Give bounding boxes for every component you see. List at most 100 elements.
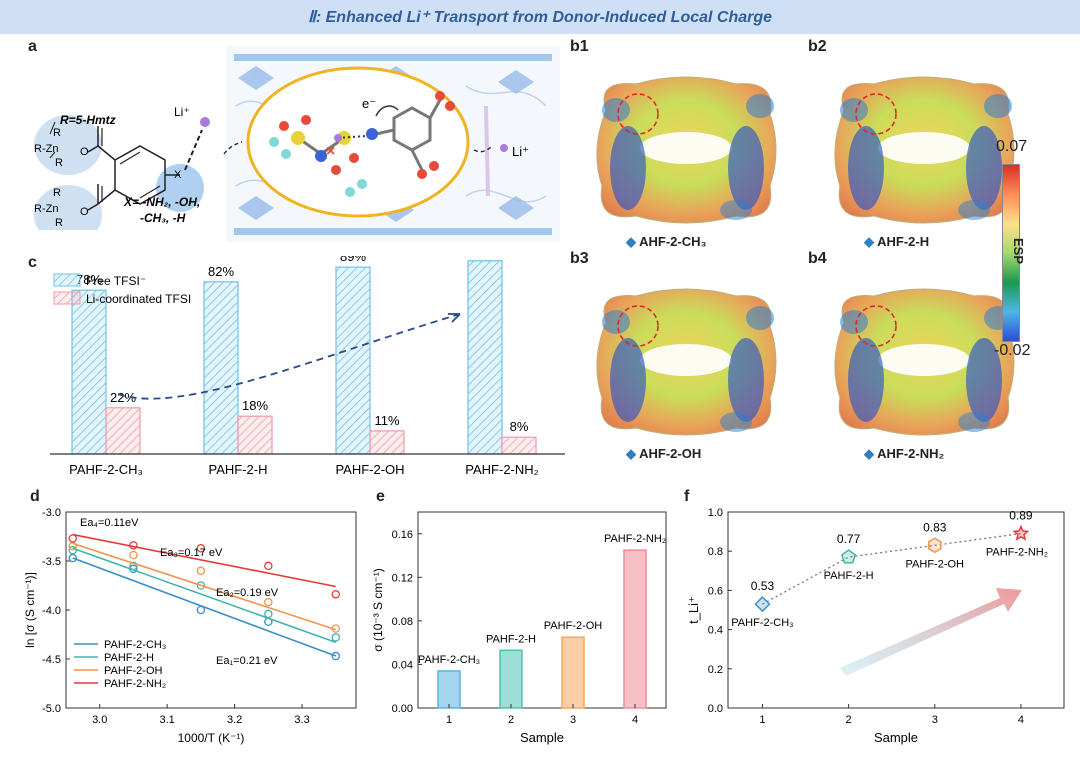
esp-map-name: ◆ AHF-2-H: [864, 234, 929, 250]
point-label: PAHF-2-OH: [906, 558, 965, 570]
zn-top: R-Zn: [34, 143, 58, 155]
bar-value-label: 22%: [110, 390, 136, 405]
data-point: [129, 550, 138, 560]
point-label: PAHF-2-H: [824, 570, 874, 582]
diamond-marker-icon: ◆: [864, 234, 878, 249]
tfsi-anion: [269, 115, 367, 197]
esp-map-label: AHF-2-NH₂: [877, 446, 945, 461]
x-axis-label: Sample: [874, 730, 918, 745]
value-label: 0.83: [923, 520, 947, 534]
data-point: [331, 633, 341, 642]
highlight-circle: [617, 305, 659, 347]
y-tick-label: -3.5: [42, 556, 61, 568]
legend-entry: Li-coordinated TFSI: [86, 292, 191, 306]
plot-frame: [417, 511, 667, 709]
li-atom: [200, 117, 210, 127]
activation-energy-label: Ea₄=0.11eV: [80, 517, 139, 529]
bar-free-2: [203, 281, 239, 455]
bar-4: [623, 549, 647, 709]
data-point: [264, 561, 273, 571]
data-point: [331, 651, 341, 661]
bar-value-label: 92%: [472, 256, 498, 258]
o-bottom: O: [80, 206, 89, 218]
panel-a-structure: R=5-Hmtz Li⁺ X R R-Zn R O R R-Zn R O X= …: [34, 105, 210, 230]
data-point: [264, 609, 273, 619]
data-point: [331, 590, 341, 599]
esp-negative-region: [602, 98, 630, 122]
esp-negative-region: [720, 200, 752, 220]
bar-1: [437, 670, 461, 709]
diamond-marker-icon: ◆: [864, 446, 878, 461]
esp-negative-region: [746, 306, 774, 330]
legend-entry: PAHF-2-CH₃: [104, 639, 166, 651]
data-point-star: [1012, 524, 1030, 541]
legend-swatch: [53, 273, 81, 287]
y-axis-label: σ (10⁻³ S cm⁻¹): [371, 568, 385, 651]
bar-coord-4: [501, 436, 537, 455]
category-label: PAHF-2-H: [209, 462, 268, 477]
y-tick-label: -3.0: [42, 507, 61, 519]
x-axis-label: Sample: [520, 730, 564, 745]
fit-line: [72, 542, 337, 631]
bar-value-label: 11%: [374, 413, 399, 428]
data-point: [68, 534, 77, 543]
colorbar-title: ESP: [1011, 238, 1026, 265]
y-tick-label: -5.0: [42, 703, 61, 715]
chart-d: 3.0 3.1 3.2 3.3 -3.0 -3.5 -4.0 -4.5 -5.0 1000/T (…: [23, 507, 357, 745]
colorbar-gradient: [1002, 164, 1020, 342]
fit-line: [72, 547, 337, 644]
trend-arrow: [840, 588, 1022, 676]
data-point: [129, 561, 138, 571]
y-tick-label: 0.6: [708, 585, 723, 597]
value-label: 0.53: [751, 579, 775, 593]
li-ion-magnified: [334, 134, 342, 142]
panel-label-a: a: [28, 38, 37, 55]
x-atom: X: [174, 169, 182, 181]
panel-label-b2: b2: [808, 38, 827, 55]
legend-swatch: [53, 291, 81, 305]
panel-label-f: f: [684, 488, 690, 505]
esp-map-name: ◆ AHF-2-OH: [626, 446, 701, 462]
figure-banner: Ⅱ: Enhanced Li⁺ Transport from Donor-Ind…: [0, 0, 1080, 34]
bar-value-label: 18%: [242, 398, 268, 413]
esp-negative-region: [610, 338, 646, 422]
panel-label-b3: b3: [570, 250, 589, 267]
data-point-diamond: [754, 596, 771, 613]
x-tick-label: 3: [570, 714, 576, 726]
zn-node-bottom-glow: [34, 185, 102, 230]
highlight-circle: [617, 93, 659, 135]
y-tick-label: -4.0: [42, 605, 61, 617]
bar-coord-2: [237, 415, 273, 455]
activation-energy-label: Ea₁=0.21 eV: [216, 655, 278, 667]
esp-negative-region: [966, 338, 1002, 422]
esp-colorbar: 0.07 ESP -0.02: [994, 138, 1076, 368]
plot-frame: [727, 511, 1065, 709]
bar-2: [499, 649, 523, 709]
esp-negative-region: [602, 310, 630, 334]
data-point: [331, 624, 341, 633]
highlight-circle: [855, 93, 897, 135]
x-tick-label: 3.1: [160, 714, 175, 726]
magnified-region: [246, 66, 470, 218]
activation-energy-label: Ea₃=0.17 eV: [160, 547, 223, 559]
r-bot-1: R: [55, 157, 63, 169]
x-tick-label: 4: [1018, 714, 1024, 726]
esp-map-4: b4 ◆ AHF-2-NH₂: [806, 250, 1036, 462]
esp-surface-1: [596, 76, 777, 224]
y-tick-label: 0.4: [708, 625, 723, 637]
diamond-marker-icon: ◆: [626, 446, 640, 461]
bar-free-1: [71, 289, 107, 455]
bar-label: PAHF-2-H: [486, 633, 536, 645]
y-tick-label: 1.0: [708, 507, 723, 519]
x-axis-label: 1000/T (K⁻¹): [178, 731, 245, 745]
esp-pore: [878, 344, 970, 376]
o-top: O: [80, 146, 89, 158]
esp-negative-region: [720, 412, 752, 432]
legend-entry: PAHF-2-NH₂: [104, 678, 166, 690]
legend-entry: Free TFSI⁻: [86, 274, 146, 288]
esp-surface-2: [834, 76, 1015, 224]
esp-map-label: AHF-2-CH₃: [639, 234, 707, 249]
panel-label-d: d: [30, 488, 40, 505]
point-label: PAHF-2-NH₂: [986, 547, 1048, 559]
esp-negative-region: [728, 126, 764, 210]
